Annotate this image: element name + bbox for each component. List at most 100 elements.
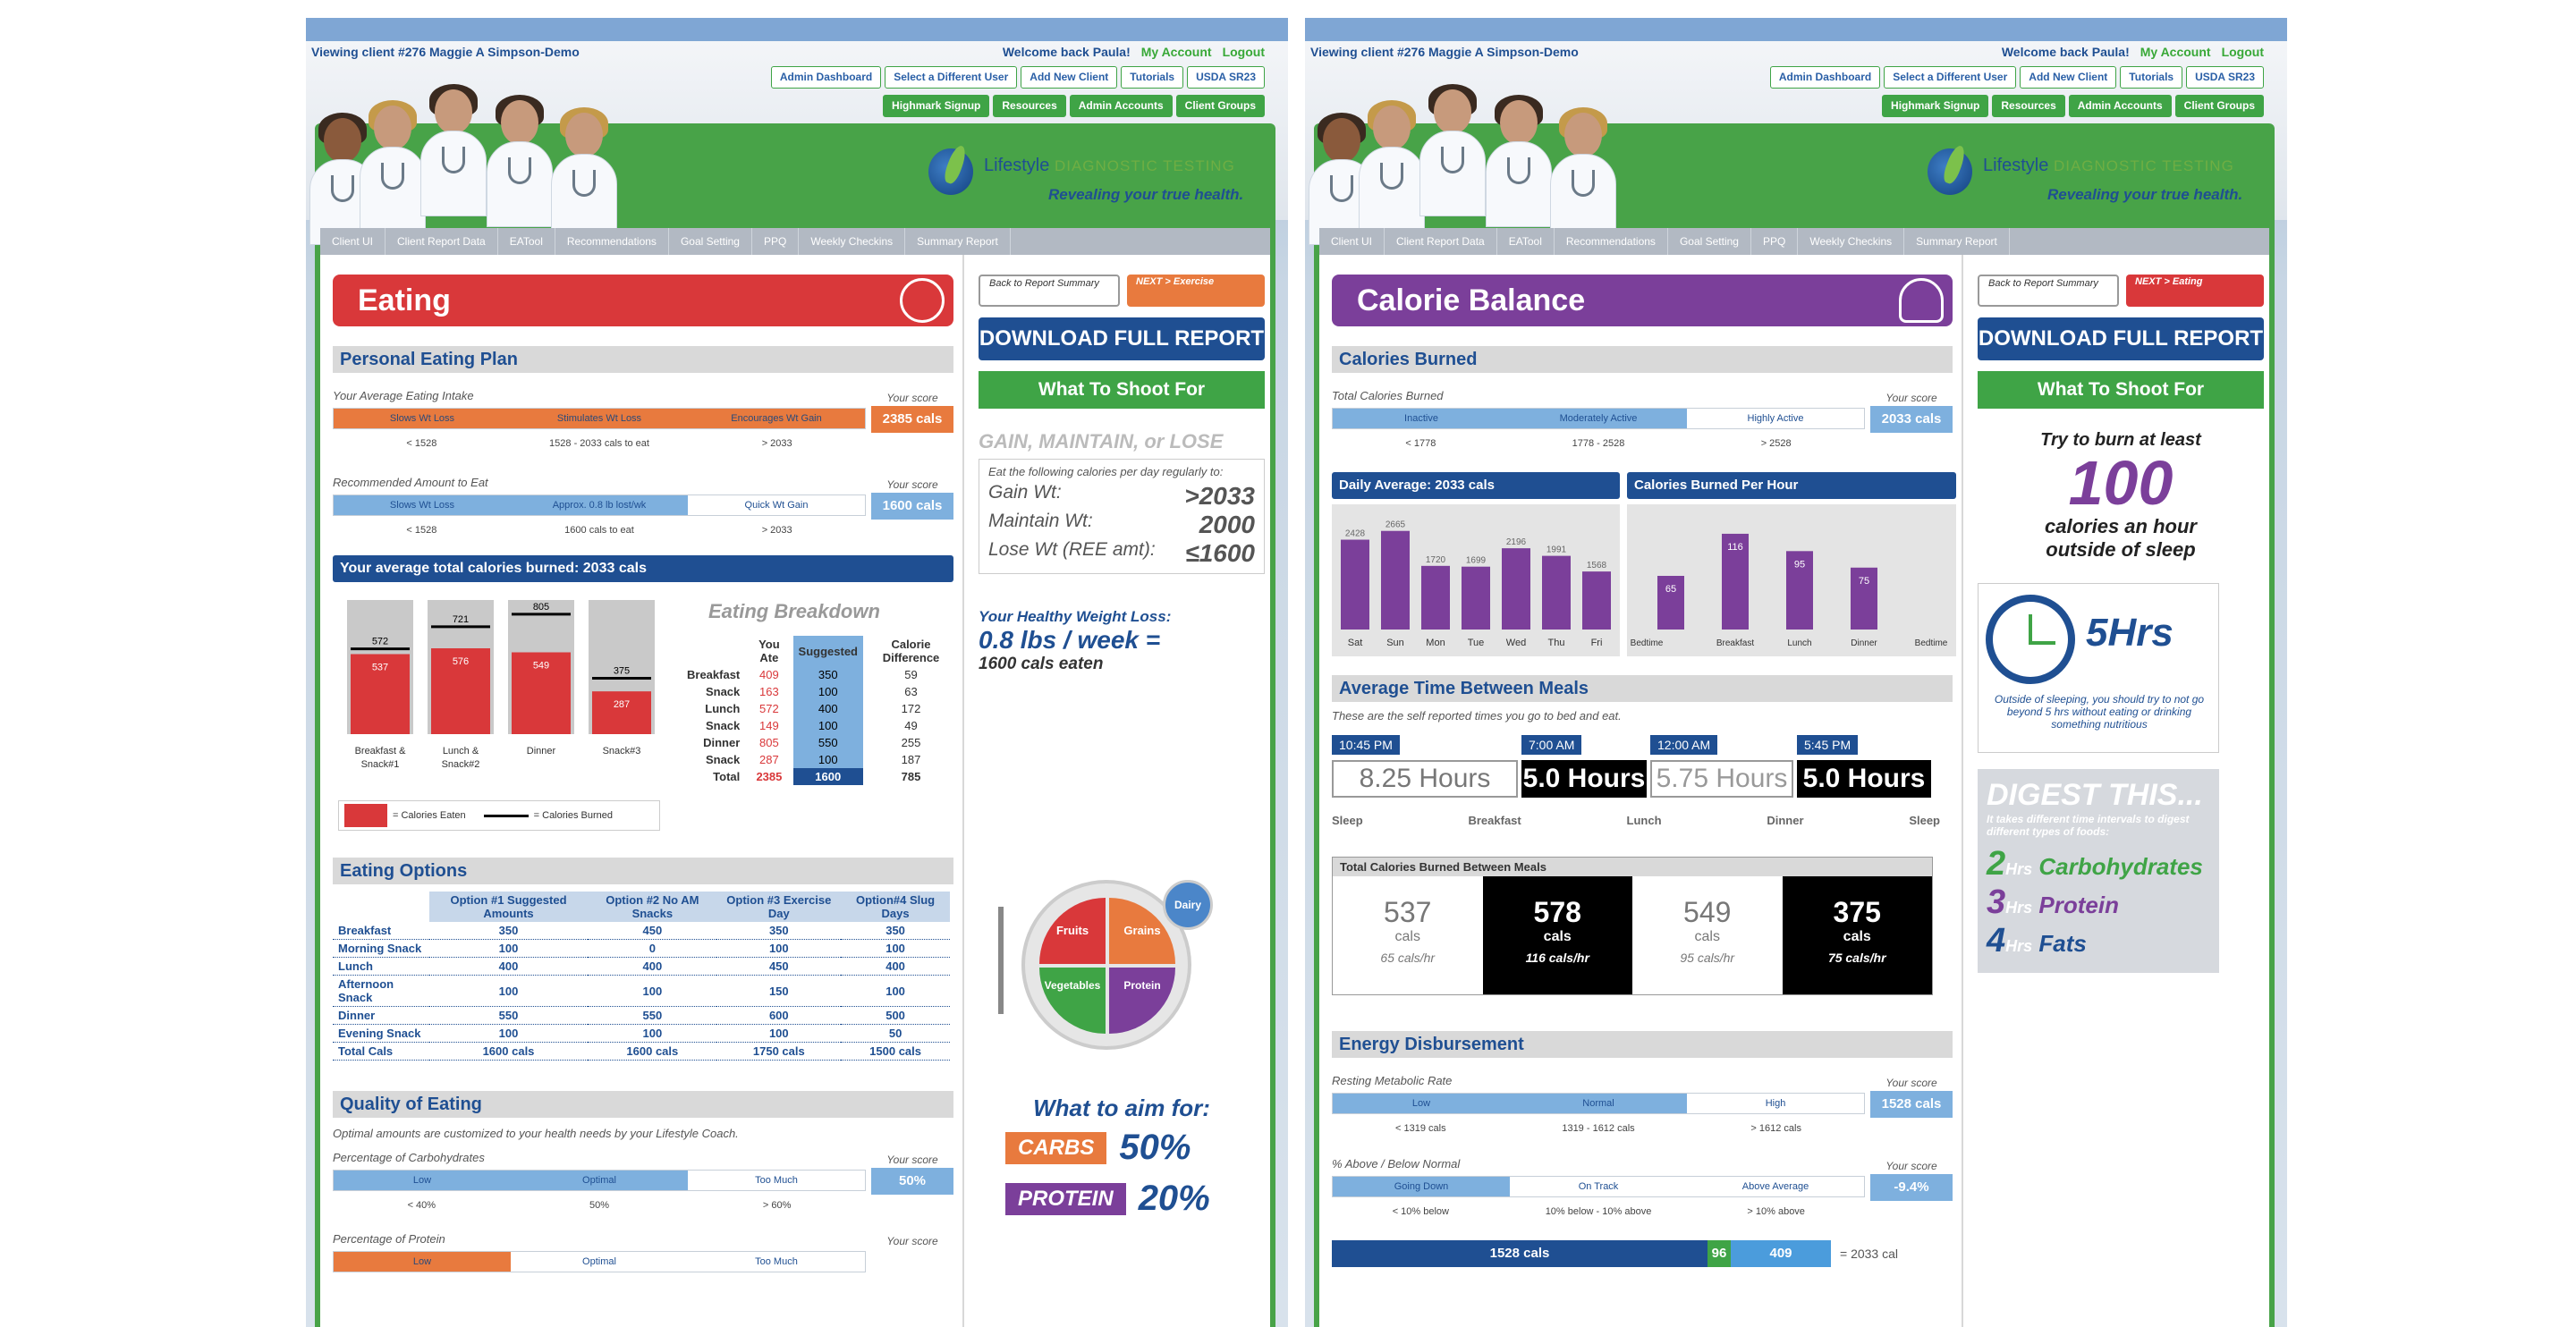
intake-seg: Slows Wt Loss [334, 409, 511, 428]
recommended-ticks: < 1528 1600 cals to eat > 2033 [333, 525, 866, 536]
per-hour-title: Calories Burned Per Hour [1627, 472, 1956, 499]
table-row: Evening Snack 100 100 100 50 [333, 1025, 950, 1043]
tick: > 1612 cals [1750, 1123, 1801, 1134]
lifestyle-logo: Lifestyle DIAGNOSTIC TESTING Revealing y… [923, 145, 1245, 213]
day-label: Tue [1468, 638, 1485, 648]
back-to-summary-button[interactable]: Back to Report Summary [1978, 275, 2119, 307]
pct-score: Your score -9.4% [1870, 1160, 1953, 1201]
tick: 1319 - 1612 cals [1562, 1123, 1635, 1134]
logout-link[interactable]: Logout [2221, 45, 2264, 59]
day-value: 1568 [1587, 561, 1607, 571]
top-strip [1305, 18, 2287, 41]
tab-client-ui[interactable]: Client UI [1319, 228, 1385, 255]
back-to-summary-button[interactable]: Back to Report Summary [979, 275, 1120, 307]
tutorials-button[interactable]: Tutorials [1121, 66, 1184, 89]
tab-ppq[interactable]: PPQ [752, 228, 800, 255]
pct-ticks: < 10% below 10% below - 10% above > 10% ab… [1332, 1206, 1865, 1217]
eaten-swatch [344, 804, 387, 827]
time-breakfast: 7:00 AM [1521, 735, 1582, 755]
what-to-shoot-for: What To Shoot For [1978, 371, 2264, 409]
highmark-signup-button[interactable]: Highmark Signup [883, 95, 990, 117]
stack-tef: 96 [1707, 1240, 1731, 1267]
score-label: Your score [886, 1235, 938, 1247]
section-time-between: Average Time Between Meals [1332, 675, 1953, 702]
between-value: 537 [1384, 896, 1432, 928]
client-groups-button[interactable]: Client Groups [2174, 95, 2264, 117]
gml-heading: GAIN, MAINTAIN, or LOSE [979, 430, 1224, 452]
page-title: Eating [333, 275, 953, 326]
next-exercise-button[interactable]: NEXT > Exercise [1127, 275, 1265, 307]
tab-client-ui[interactable]: Client UI [320, 228, 386, 255]
highmark-signup-button[interactable]: Highmark Signup [1882, 95, 1989, 117]
tab-eatool[interactable]: EATool [498, 228, 555, 255]
rmr-seg: Normal [1510, 1094, 1687, 1113]
admin-accounts-button[interactable]: Admin Accounts [2068, 95, 2172, 117]
table-cell: Morning Snack [338, 942, 422, 955]
usda-button[interactable]: USDA SR23 [2186, 66, 2264, 89]
download-report-button[interactable]: DOWNLOAD FULL REPORT [979, 317, 1265, 360]
viewing-client: Viewing client #276 Maggie A Simpson-Dem… [1310, 45, 1579, 59]
logo-icon [928, 148, 973, 195]
admin-accounts-button[interactable]: Admin Accounts [1069, 95, 1173, 117]
select-user-button[interactable]: Select a Different User [885, 66, 1018, 89]
hours-sleep: 8.25 Hours [1332, 760, 1518, 798]
tab-goal-setting[interactable]: Goal Setting [669, 228, 752, 255]
day-bar [1462, 566, 1490, 630]
table-cell: Total [713, 770, 741, 783]
table-row: Total 2385 1600 785 [682, 768, 959, 785]
stack-total: = 2033 cal [1840, 1247, 1898, 1261]
resources-button[interactable]: Resources [993, 95, 1066, 117]
digest-num: 2 [1987, 845, 2006, 883]
lose-label: Lose Wt (REE amt): [988, 539, 1156, 560]
tick: > 2528 [1760, 438, 1792, 449]
tab-summary-report[interactable]: Summary Report [905, 228, 1011, 255]
carbs-scale: Low Optimal Too Much Your score 50% [333, 1154, 953, 1195]
hour-label: Lunch [1787, 638, 1811, 648]
my-account-link[interactable]: My Account [2140, 45, 2211, 59]
tab-client-report-data[interactable]: Client Report Data [1385, 228, 1497, 255]
tab-recommendations[interactable]: Recommendations [1555, 228, 1668, 255]
my-account-link[interactable]: My Account [1140, 45, 1212, 59]
rmr-scale: Low Normal High Your score 1528 cals [1332, 1077, 1953, 1118]
table-cell: 149 [759, 719, 779, 732]
download-report-button[interactable]: DOWNLOAD FULL REPORT [1978, 317, 2264, 360]
tab-weekly-checkins[interactable]: Weekly Checkins [1798, 228, 1905, 255]
protein-score: Your score [871, 1235, 953, 1247]
tick: 50% [589, 1200, 610, 1211]
resources-button[interactable]: Resources [1992, 95, 2065, 117]
protein-label: Percentage of Protein [333, 1232, 445, 1246]
usda-button[interactable]: USDA SR23 [1187, 66, 1265, 89]
admin-dashboard-button[interactable]: Admin Dashboard [770, 66, 882, 89]
score-value: 1600 cals [871, 493, 953, 520]
logo-name: Lifestyle [1983, 156, 2049, 175]
lose-value: ≤1600 [1185, 539, 1255, 567]
energy-stack: 1528 cals 96 409 = 2033 cal [1332, 1240, 1953, 1267]
select-user-button[interactable]: Select a Different User [1884, 66, 2017, 89]
page-title-text: Eating [358, 283, 451, 317]
admin-dashboard-button[interactable]: Admin Dashboard [1769, 66, 1881, 89]
client-groups-button[interactable]: Client Groups [1175, 95, 1265, 117]
protein-seg: Optimal [582, 1256, 616, 1267]
table-cell: 350 [886, 924, 905, 937]
digest-food: Protein [2038, 892, 2119, 918]
table-cell: 163 [759, 685, 779, 698]
burned-label: 572 [372, 637, 388, 647]
add-client-button[interactable]: Add New Client [2020, 66, 2117, 89]
rmr-score: Your score 1528 cals [1870, 1077, 1953, 1118]
tab-client-report-data[interactable]: Client Report Data [386, 228, 498, 255]
legend-burned: = Calories Burned [533, 810, 613, 821]
logout-link[interactable]: Logout [1222, 45, 1265, 59]
tab-ppq[interactable]: PPQ [1751, 228, 1799, 255]
tab-weekly-checkins[interactable]: Weekly Checkins [799, 228, 906, 255]
next-eating-button[interactable]: NEXT > Eating [2126, 275, 2264, 307]
protein-seg: Too Much [755, 1256, 798, 1267]
tab-summary-report[interactable]: Summary Report [1904, 228, 2010, 255]
tutorials-button[interactable]: Tutorials [2120, 66, 2183, 89]
welcome-text: Welcome back Paula! [1002, 45, 1131, 59]
between-rate: 116 cals/hr [1525, 951, 1589, 965]
add-client-button[interactable]: Add New Client [1021, 66, 1118, 89]
tab-eatool[interactable]: EATool [1497, 228, 1555, 255]
table-cell: 350 [498, 924, 519, 937]
tab-recommendations[interactable]: Recommendations [555, 228, 669, 255]
tab-goal-setting[interactable]: Goal Setting [1668, 228, 1751, 255]
